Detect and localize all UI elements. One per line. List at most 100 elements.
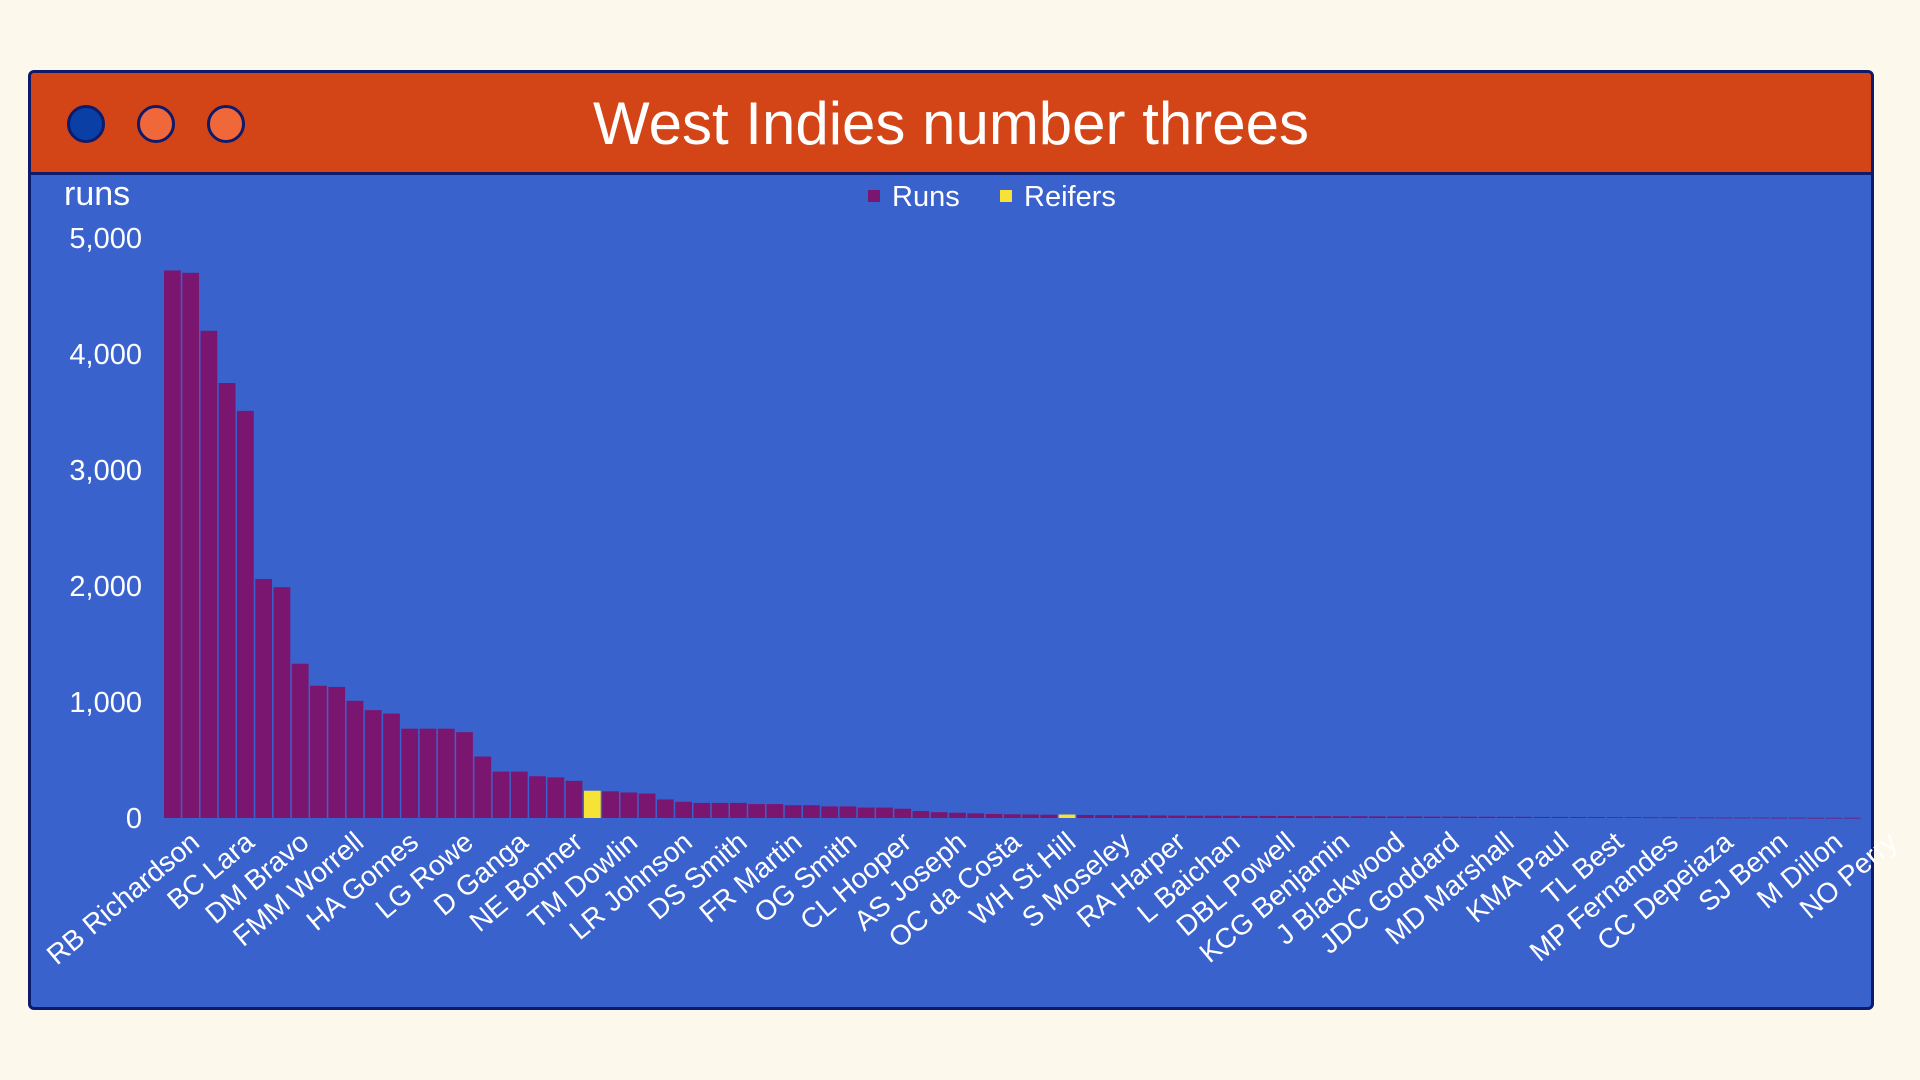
runs-bar bbox=[1588, 817, 1605, 818]
y-tick-label: 2,000 bbox=[69, 571, 142, 603]
runs-bar bbox=[839, 806, 857, 818]
runs-bar bbox=[1350, 816, 1368, 818]
runs-bar bbox=[967, 813, 985, 818]
y-axis-label: runs bbox=[64, 175, 130, 213]
runs-bar bbox=[437, 728, 455, 818]
runs-bar bbox=[456, 732, 473, 818]
legend-label-reifers: Reifers bbox=[1024, 181, 1116, 213]
runs-bar bbox=[529, 776, 546, 818]
runs-bar bbox=[1149, 815, 1167, 818]
runs-bar bbox=[693, 802, 711, 818]
runs-bar bbox=[1442, 816, 1459, 818]
y-tick-label: 5,000 bbox=[69, 223, 142, 255]
reifers-bar bbox=[583, 790, 601, 818]
runs-bar bbox=[346, 700, 364, 818]
runs-bar bbox=[1022, 814, 1039, 818]
runs-bar bbox=[1332, 816, 1350, 818]
close-button[interactable] bbox=[67, 105, 105, 143]
runs-bar bbox=[401, 728, 419, 818]
y-tick-label: 1,000 bbox=[69, 687, 142, 719]
runs-bar bbox=[1040, 814, 1058, 818]
y-tick-label: 0 bbox=[126, 803, 142, 835]
runs-bar bbox=[1825, 817, 1843, 819]
maximize-button[interactable] bbox=[207, 105, 245, 143]
runs-bar bbox=[730, 802, 747, 818]
runs-bar bbox=[510, 771, 528, 818]
runs-bar bbox=[620, 792, 638, 818]
runs-bar bbox=[547, 777, 565, 818]
runs-bar bbox=[1551, 816, 1569, 818]
runs-bar bbox=[1259, 815, 1277, 818]
runs-bar bbox=[602, 791, 619, 818]
runs-bar bbox=[803, 805, 820, 818]
runs-bar bbox=[237, 410, 254, 818]
runs-bar bbox=[182, 272, 200, 818]
runs-bar bbox=[1131, 815, 1149, 818]
runs-bar bbox=[1624, 817, 1642, 818]
chart-window: West Indies number threes bbox=[28, 70, 1874, 1010]
runs-bar bbox=[200, 330, 218, 818]
reifers-bar bbox=[1058, 814, 1076, 818]
runs-bar bbox=[711, 802, 729, 818]
runs-bar bbox=[164, 270, 181, 819]
runs-bar bbox=[1807, 817, 1824, 819]
runs-bar bbox=[930, 812, 948, 818]
legend-label-runs: Runs bbox=[892, 181, 960, 213]
runs-bar bbox=[1076, 814, 1094, 818]
runs-bar bbox=[1204, 815, 1222, 818]
runs-bar bbox=[675, 801, 692, 818]
runs-bar bbox=[1003, 814, 1021, 818]
chart-title: West Indies number threes bbox=[593, 90, 1309, 157]
title-bar: West Indies number threes bbox=[31, 73, 1871, 175]
runs-bar bbox=[255, 579, 273, 818]
runs-bar bbox=[857, 807, 875, 818]
runs-bar bbox=[1697, 817, 1715, 819]
runs-bar bbox=[1222, 815, 1240, 818]
runs-bar bbox=[766, 804, 784, 818]
runs-bar bbox=[1478, 816, 1496, 818]
runs-bar bbox=[1496, 816, 1514, 818]
runs-bar bbox=[1661, 817, 1678, 819]
runs-bar bbox=[1642, 817, 1660, 819]
runs-bar bbox=[1186, 815, 1204, 818]
runs-bar bbox=[1734, 817, 1751, 819]
y-tick-label: 3,000 bbox=[69, 455, 142, 487]
runs-bar bbox=[383, 713, 400, 818]
runs-bar bbox=[748, 804, 766, 818]
runs-bar bbox=[1788, 817, 1806, 819]
runs-bar bbox=[364, 710, 382, 818]
runs-bar bbox=[1095, 815, 1112, 818]
runs-bar bbox=[1569, 817, 1587, 818]
runs-bar bbox=[1606, 817, 1624, 818]
runs-bar bbox=[1277, 816, 1295, 818]
runs-bar bbox=[821, 806, 839, 818]
runs-bar bbox=[1752, 817, 1770, 819]
runs-bar bbox=[1369, 816, 1386, 818]
runs-bar bbox=[419, 728, 437, 818]
runs-bar bbox=[1679, 817, 1697, 819]
runs-bar bbox=[1770, 817, 1788, 819]
runs-bar bbox=[492, 771, 510, 818]
runs-bar bbox=[565, 780, 583, 818]
runs-bar bbox=[310, 685, 327, 818]
runs-bar bbox=[273, 587, 291, 818]
runs-bar bbox=[1843, 817, 1861, 819]
runs-bar bbox=[985, 813, 1003, 818]
runs-bar bbox=[1168, 815, 1185, 818]
legend-swatch-runs bbox=[868, 190, 880, 202]
runs-bar bbox=[1241, 815, 1258, 818]
runs-bar bbox=[1715, 817, 1733, 819]
runs-bar bbox=[949, 812, 966, 818]
runs-bar bbox=[474, 756, 492, 818]
runs-bar bbox=[1296, 816, 1313, 818]
runs-bar bbox=[1314, 816, 1332, 818]
minimize-button[interactable] bbox=[137, 105, 175, 143]
runs-bar bbox=[1533, 816, 1551, 818]
legend-swatch-reifers bbox=[1000, 190, 1012, 202]
runs-bar bbox=[912, 811, 930, 818]
runs-bar bbox=[291, 663, 309, 818]
runs-bar bbox=[218, 383, 236, 818]
runs-bar bbox=[784, 805, 802, 818]
runs-bar bbox=[1113, 815, 1131, 818]
